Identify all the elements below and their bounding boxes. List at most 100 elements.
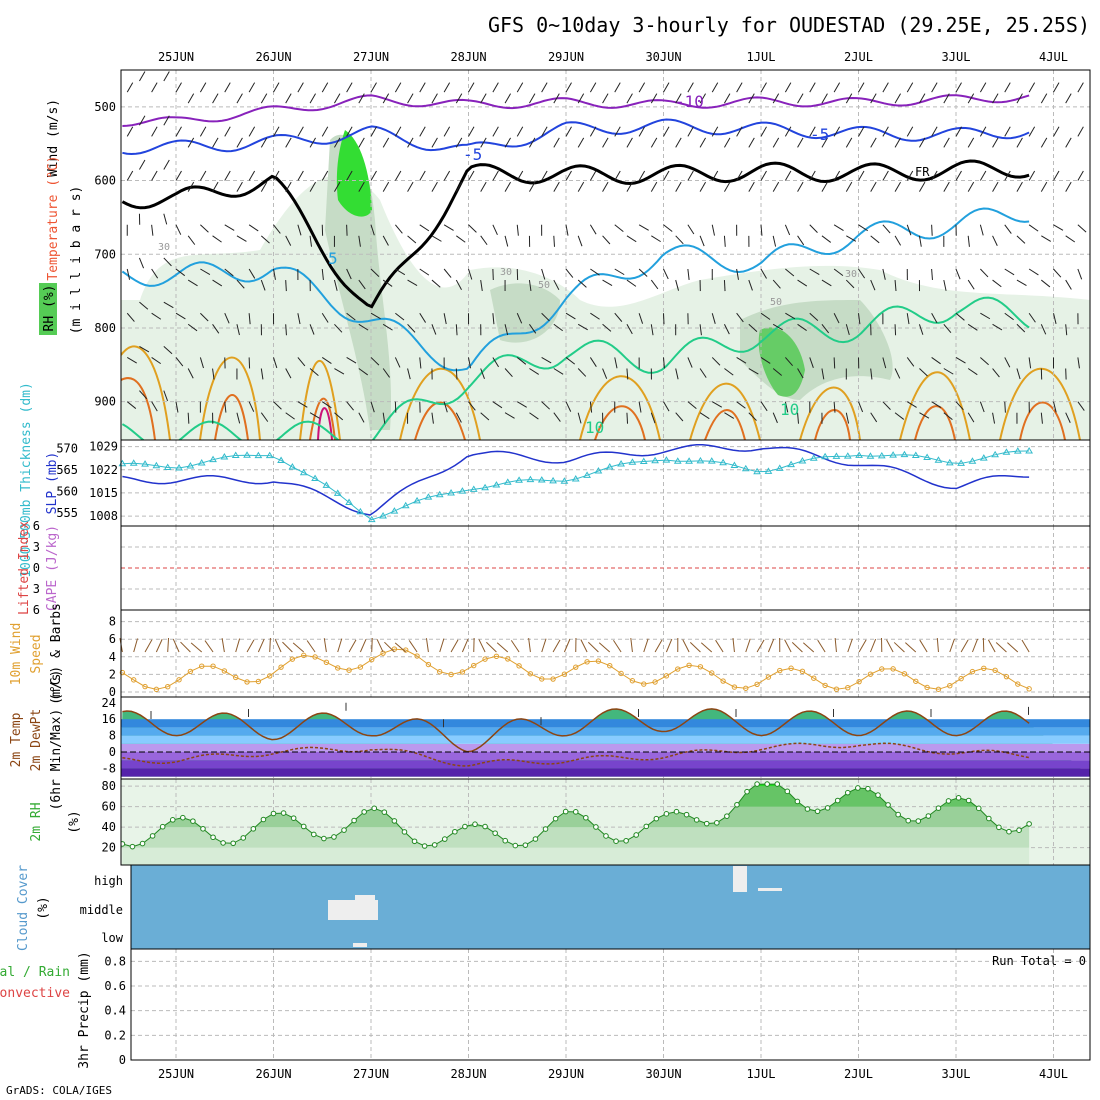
wind-barb [358, 412, 365, 423]
wind-barb [334, 181, 341, 192]
wind-barb [748, 137, 755, 148]
wind-barb [492, 357, 500, 368]
wind-ylabels: 10m Wind Speed (m/s) & Barbs [9, 603, 64, 705]
contour-label-10b: 10 [585, 418, 604, 437]
wind-barb [894, 137, 901, 148]
rh-marker [482, 823, 488, 830]
wind-barb [711, 170, 719, 181]
wind-barb [1004, 401, 1006, 413]
wind-barb [1016, 235, 1026, 244]
wind-barb [1028, 224, 1039, 232]
wind-barb [126, 82, 134, 93]
wind-barb [894, 181, 901, 192]
date-label-bottom: 26JUN [255, 1067, 291, 1081]
wind-barb [687, 268, 690, 280]
thickness-marker [492, 481, 501, 488]
surface-wind-barb [486, 641, 497, 653]
wind-speed-marker [1015, 681, 1021, 687]
wind-speed-marker [607, 663, 613, 669]
thickness-marker [435, 490, 444, 498]
wind-speed-marker [244, 679, 250, 685]
thickness-marker [549, 476, 557, 484]
rh-marker [311, 831, 317, 838]
wind-barb [529, 368, 539, 375]
wind-barb [821, 368, 825, 380]
wind-speed-marker [969, 668, 976, 675]
wind-speed-marker [958, 675, 964, 682]
wind-speed-marker [357, 664, 364, 670]
wind-barb [492, 82, 499, 93]
wind-barb [943, 137, 950, 148]
thickness-marker [605, 463, 614, 470]
wind-barb [297, 126, 304, 137]
thickness-marker [469, 485, 478, 492]
wind-barb [346, 82, 353, 93]
wind-barb [748, 181, 755, 192]
wind-barb [516, 224, 519, 236]
wind-barb [577, 368, 587, 377]
wind-barb [212, 323, 220, 334]
wind-barb [821, 93, 828, 104]
wind-barb [784, 126, 792, 137]
panel-wind [121, 610, 1090, 697]
wind-speed-marker [165, 684, 171, 690]
li-tick-label: 6 [33, 519, 40, 533]
li-tick-label: 3 [33, 540, 40, 554]
wind-barb [175, 357, 184, 367]
wind-barb [675, 279, 680, 291]
surface-wind-barb [384, 641, 395, 653]
thickness-marker [503, 478, 512, 485]
surface-wind-barb [756, 639, 765, 653]
wind-barb [163, 346, 173, 355]
surface-wind-barb [155, 639, 163, 653]
wind-barb [699, 412, 710, 420]
wind-barb [894, 93, 901, 104]
wind-barb [1041, 235, 1052, 242]
wind-barb [370, 82, 377, 93]
wind-barb [260, 93, 268, 104]
thickness-marker [152, 461, 161, 469]
wind-barb [224, 268, 234, 277]
wind-barb [858, 224, 869, 232]
contour-label-10a: 10 [780, 400, 799, 419]
date-label-top: 2JUL [844, 50, 873, 64]
label-2m-dewpt: 2m DewPt [29, 709, 44, 772]
wind-barb [979, 126, 987, 137]
thickness-marker [968, 457, 977, 464]
wind-barb [626, 235, 637, 243]
wind-barb [443, 224, 454, 231]
wind-barb [382, 368, 391, 378]
wind-barb [443, 82, 451, 93]
wind-barb [1053, 126, 1060, 137]
label-cloud-cover: Cloud Cover [16, 865, 31, 951]
wind-barb [614, 170, 621, 181]
wind-barb [285, 280, 287, 292]
wind-barb [297, 224, 302, 236]
wind-barb [455, 137, 463, 148]
rh-marker [744, 788, 750, 795]
wind-barb [139, 301, 149, 310]
rh-shade-70b [758, 327, 805, 397]
wind-barb [760, 312, 771, 320]
wind-barb [931, 401, 942, 408]
wind-barb [309, 137, 316, 148]
thickness-marker [855, 451, 863, 458]
temp-color-band-front [121, 743, 1090, 752]
wind-speed-marker [629, 678, 636, 684]
wind-barb [919, 137, 926, 148]
thickness-marker [345, 498, 353, 505]
wind-speed-marker [131, 677, 137, 683]
thickness-marker [1013, 447, 1022, 454]
wind-barb [760, 126, 767, 137]
wind-barb [260, 279, 266, 291]
temp-color-band-front [121, 760, 1090, 769]
wind-barb [650, 181, 658, 192]
wind-barb [651, 235, 661, 243]
wind-barb [553, 323, 563, 332]
thickness-marker [481, 483, 489, 491]
rh-marker [290, 815, 297, 821]
thickness-marker [367, 515, 376, 523]
surface-wind-barb [235, 638, 241, 653]
wind-barb [541, 357, 552, 364]
rh-marker [683, 811, 690, 818]
